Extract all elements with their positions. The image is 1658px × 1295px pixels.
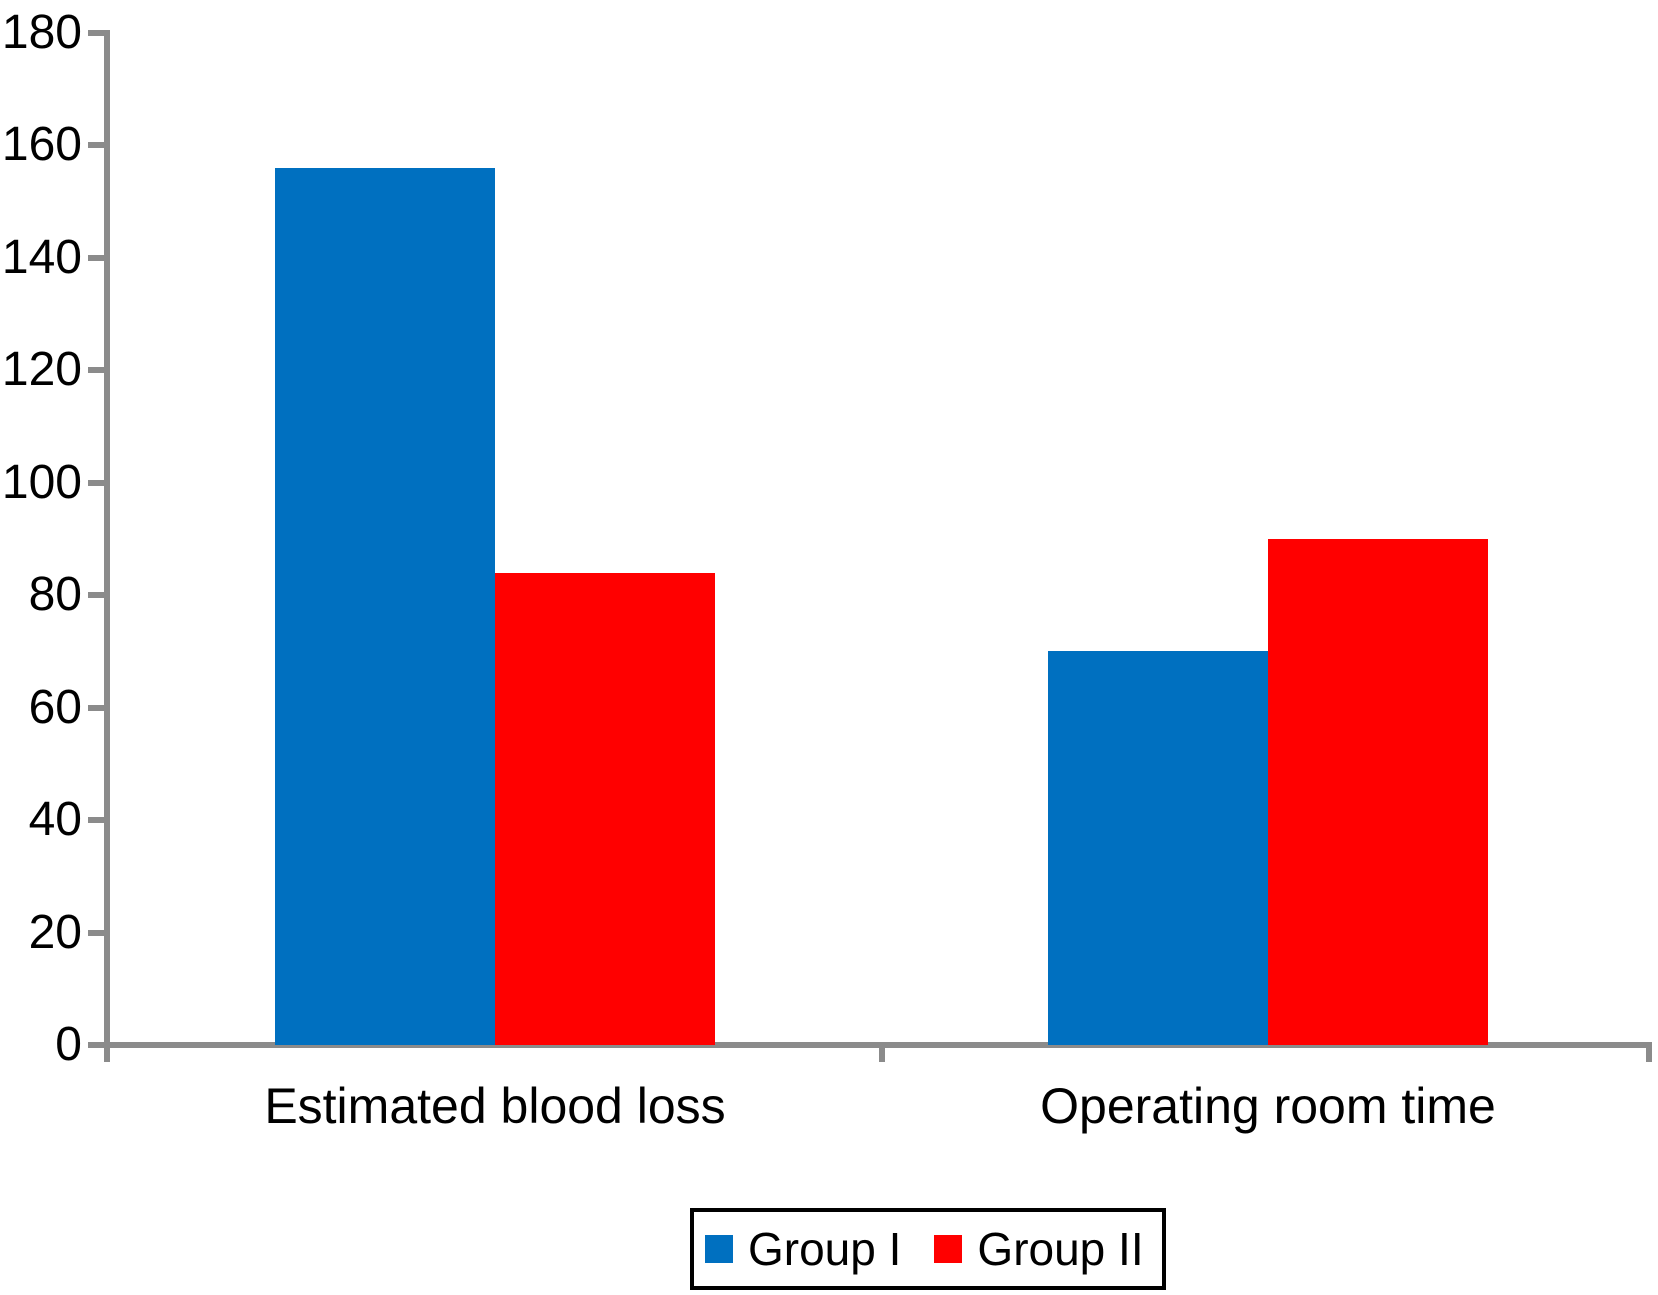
y-axis-tick: [88, 1042, 105, 1048]
y-axis-tick-label: 120: [1, 343, 82, 396]
bar-group-ii-operating-room-time: [1268, 538, 1488, 1045]
legend-swatch-group-ii-icon: [934, 1235, 963, 1263]
x-axis-tick-right: [1646, 1045, 1652, 1062]
y-axis-tick: [88, 704, 105, 711]
bar-group-ii-estimated-blood-loss: [495, 572, 715, 1045]
y-axis-tick-label: 40: [28, 793, 82, 846]
legend-label-group-ii: Group II: [977, 1223, 1144, 1275]
x-axis-line: [104, 1042, 1652, 1048]
legend-item-group-i: Group I: [705, 1224, 901, 1274]
y-axis-tick: [88, 254, 105, 261]
y-axis-tick: [88, 142, 105, 148]
y-axis-tick: [88, 479, 105, 486]
y-axis-tick: [88, 29, 105, 36]
y-axis-tick: [88, 367, 105, 373]
y-axis-tick-label: 0: [55, 1018, 82, 1071]
bar-group-i-operating-room-time: [1048, 651, 1268, 1045]
category-label-operating-room-time: Operating room time: [1040, 1078, 1496, 1134]
y-axis-tick-label: 180: [1, 5, 82, 59]
y-axis-tick-label: 20: [28, 905, 82, 959]
y-axis-tick: [88, 592, 105, 598]
y-axis-tick-label: 100: [1, 455, 82, 509]
legend-label-group-i: Group I: [748, 1223, 902, 1275]
y-axis-line: [104, 30, 110, 1062]
y-axis-tick-label: 60: [28, 680, 82, 734]
y-axis-tick: [88, 817, 105, 823]
category-label-estimated-blood-loss: Estimated blood loss: [264, 1078, 726, 1134]
y-axis-tick-label: 80: [28, 568, 82, 621]
x-axis-tick-middle: [879, 1045, 885, 1062]
y-axis-tick-label: 140: [1, 230, 82, 284]
bar-group-i-estimated-blood-loss: [275, 167, 495, 1045]
legend-swatch-group-i-icon: [705, 1235, 733, 1263]
y-axis-tick-label: 160: [1, 118, 82, 171]
legend: Group I Group II: [690, 1208, 1166, 1290]
legend-item-group-ii: Group II: [934, 1223, 1144, 1275]
y-axis-tick: [88, 929, 105, 936]
